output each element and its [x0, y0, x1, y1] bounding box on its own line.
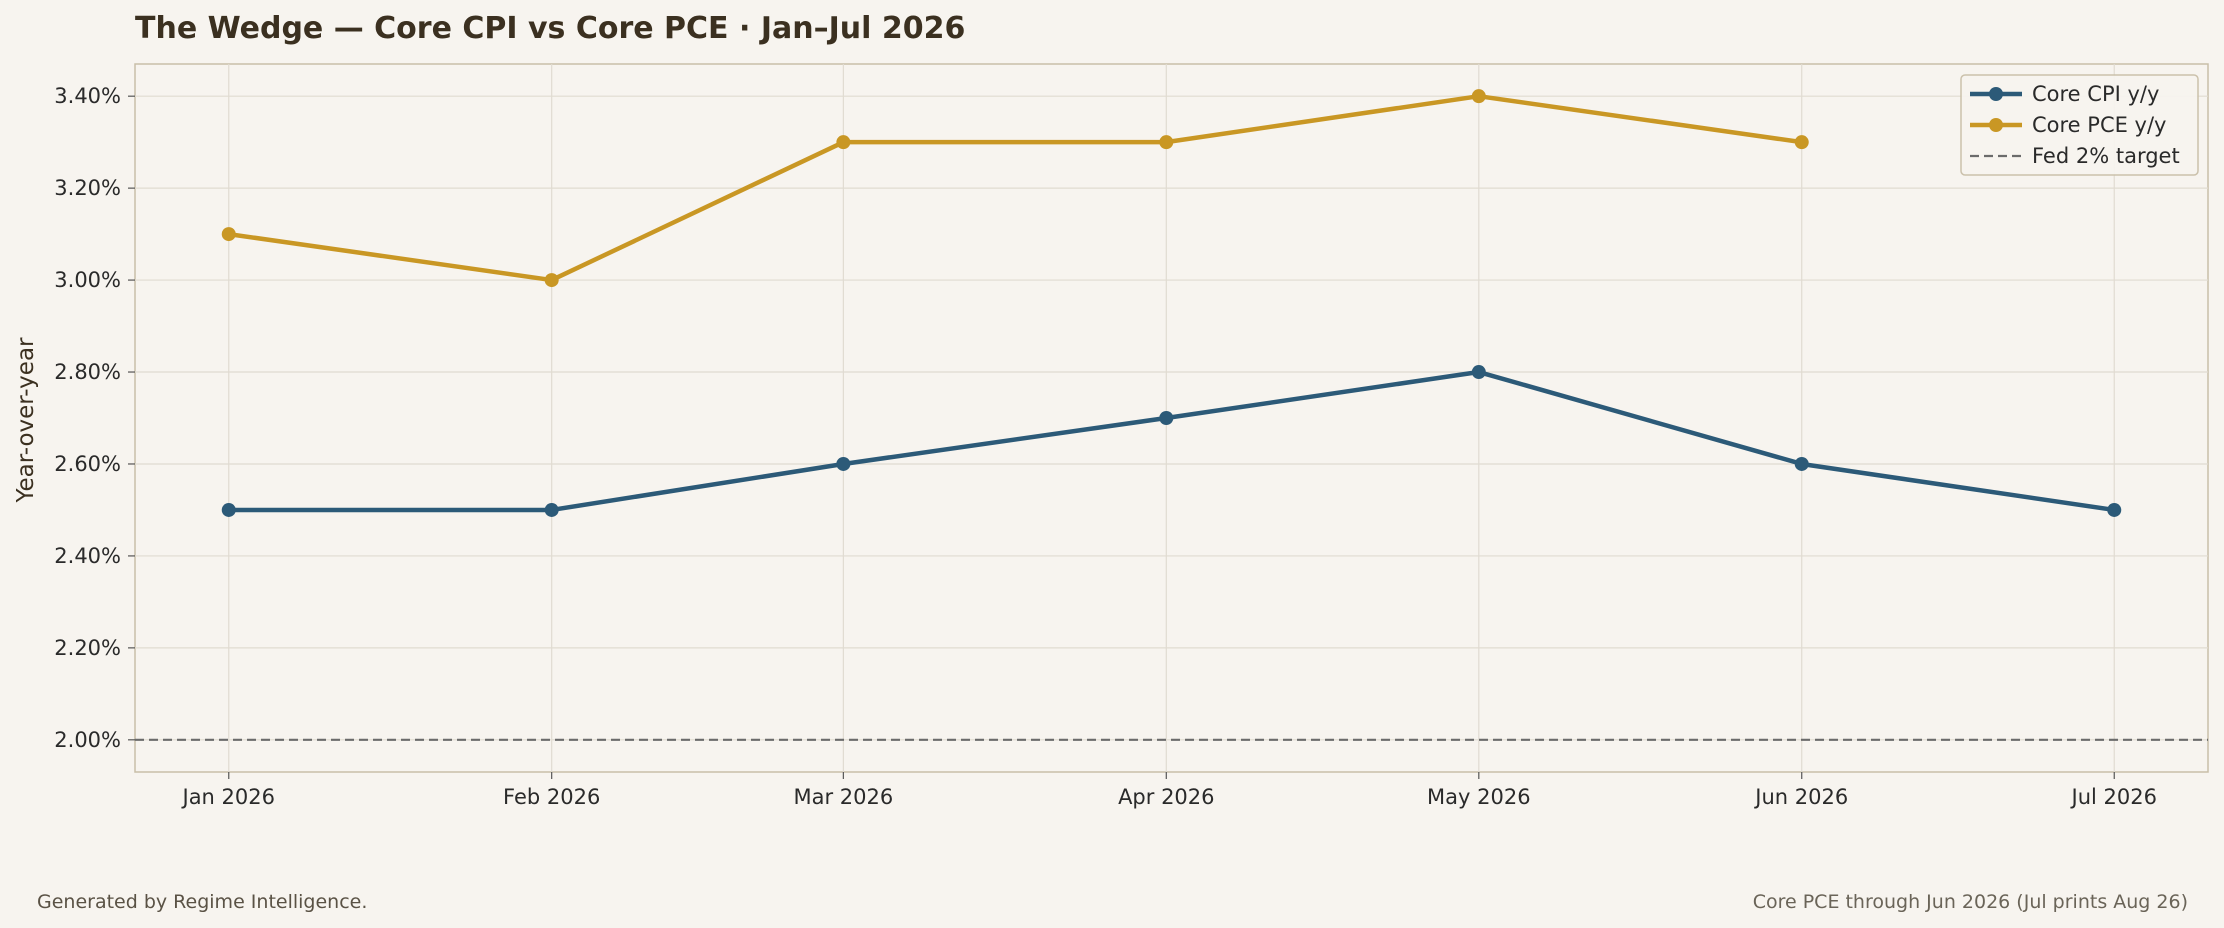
- x-tick-label: Jan 2026: [181, 785, 276, 809]
- x-tick-label: Mar 2026: [793, 785, 893, 809]
- legend-label: Core PCE y/y: [2032, 113, 2166, 137]
- data-point: [221, 227, 236, 242]
- y-tick-label: 2.00%: [54, 728, 121, 752]
- y-tick-label: 2.40%: [54, 544, 121, 568]
- data-point: [2107, 502, 2122, 517]
- x-tick-label: Jul 2026: [2070, 785, 2157, 809]
- data-point: [1471, 89, 1486, 104]
- footer-source-note: Core PCE through Jun 2026 (Jul prints Au…: [1753, 891, 2188, 913]
- legend-label: Core CPI y/y: [2032, 82, 2159, 106]
- data-point: [544, 273, 559, 288]
- data-point: [221, 502, 236, 517]
- data-point: [1794, 135, 1809, 150]
- data-point: [1794, 456, 1809, 471]
- y-tick-label: 2.20%: [54, 636, 121, 660]
- chart-title: The Wedge — Core CPI vs Core PCE · Jan–J…: [135, 11, 965, 46]
- x-tick-label: May 2026: [1427, 785, 1531, 809]
- x-tick-label: Apr 2026: [1118, 785, 1214, 809]
- data-point: [1159, 411, 1174, 425]
- footer-note: Generated by Regime Intelligence.: [37, 891, 367, 913]
- legend: Core CPI y/y Core PCE y/y Fed 2% target: [1960, 74, 2199, 176]
- y-tick-label: 3.00%: [54, 268, 121, 292]
- x-tick-label: Jun 2026: [1753, 785, 1848, 809]
- x-axis-ticks: Jan 2026 Feb 2026 Mar 2026 Apr 2026 May 2026…: [181, 772, 2157, 809]
- legend-label: Fed 2% target: [2032, 144, 2180, 168]
- y-tick-label: 2.80%: [54, 360, 121, 384]
- series-group: [221, 89, 2122, 517]
- y-axis-ticks: 2.00% 2.20% 2.40% 2.60% 2.80% 3.00% 3.20% 3.40%: [54, 84, 135, 752]
- data-point: [1159, 135, 1174, 150]
- data-point: [836, 456, 851, 471]
- data-point: [836, 135, 851, 150]
- legend-box: [1960, 74, 2199, 176]
- legend-marker: [1989, 118, 2003, 132]
- y-tick-label: 3.40%: [54, 84, 121, 108]
- y-tick-label: 2.60%: [54, 452, 121, 476]
- legend-marker: [1989, 87, 2003, 101]
- y-tick-label: 3.20%: [54, 176, 121, 200]
- data-point: [544, 502, 559, 517]
- y-axis-label: Year-over-year: [13, 337, 39, 504]
- series-line-core-pce: [226, 93, 1804, 283]
- data-point: [1471, 365, 1486, 380]
- x-tick-label: Feb 2026: [503, 785, 600, 809]
